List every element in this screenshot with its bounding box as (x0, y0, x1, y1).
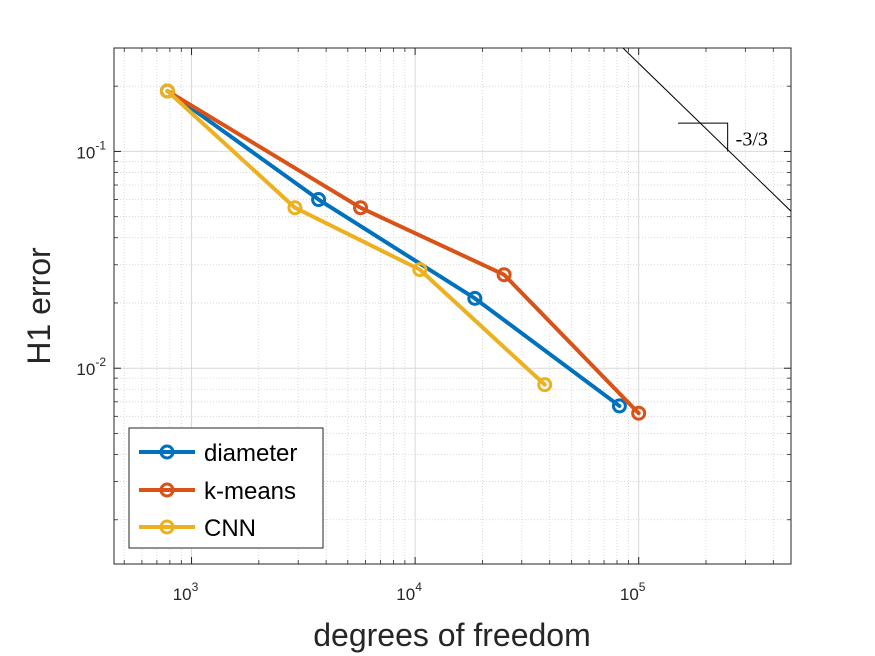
data-point-diameter (467, 290, 483, 306)
y-tick-label-base: 10 (76, 360, 95, 379)
x-tick-label: 105 (620, 580, 646, 604)
major-grid (114, 48, 791, 564)
legend-marker-k-means (159, 482, 175, 498)
data-point-CNN (537, 377, 553, 393)
x-axis-label: degrees of freedom (313, 617, 591, 653)
legend-marker-CNN (159, 519, 175, 535)
legend-marker-diameter (159, 444, 175, 460)
reference-slope-line (622, 48, 791, 212)
x-tick-label-base: 10 (396, 585, 415, 604)
data-point-diameter (611, 398, 627, 414)
axis-ticks (114, 48, 791, 564)
data-point-CNN (412, 262, 428, 278)
y-tick-label-exponent: -1 (95, 138, 106, 152)
data-point-k-means (631, 405, 647, 421)
y-tick-label: 10-1 (76, 138, 106, 162)
x-tick-label: 104 (396, 580, 422, 604)
y-tick-label-exponent: -2 (95, 355, 106, 369)
plot-area-frame (113, 47, 792, 565)
x-tick-label-exponent: 4 (415, 580, 422, 594)
x-tick-label-base: 10 (173, 585, 192, 604)
x-tick-label-exponent: 5 (639, 580, 646, 594)
x-tick-label-exponent: 3 (192, 580, 199, 594)
legend-label-CNN: CNN (204, 515, 256, 542)
legend-label-diameter: diameter (204, 440, 297, 467)
y-tick-label-base: 10 (76, 143, 95, 162)
x-tick-label: 103 (173, 580, 199, 604)
data-point-k-means (353, 200, 369, 216)
data-point-k-means (496, 267, 512, 283)
y-axis-label: H1 error (21, 247, 57, 365)
data-point-CNN (287, 200, 303, 216)
reference-slope: -3/3 (622, 48, 791, 212)
series-line-CNN (165, 89, 547, 387)
data-point-CNN (159, 83, 175, 99)
data-point-diameter (311, 192, 327, 208)
series-line-diameter (165, 89, 622, 408)
legend: diameter k-means CNN (128, 427, 324, 549)
series-line-k-means (165, 89, 641, 416)
reference-slope-label: -3/3 (736, 128, 768, 150)
y-tick-label: 10-2 (76, 355, 106, 379)
series-layer (159, 83, 647, 421)
reference-slope-triangle (678, 122, 729, 152)
minor-grid (114, 48, 791, 564)
legend-label-k-means: k-means (204, 478, 296, 505)
x-tick-label-base: 10 (620, 585, 639, 604)
